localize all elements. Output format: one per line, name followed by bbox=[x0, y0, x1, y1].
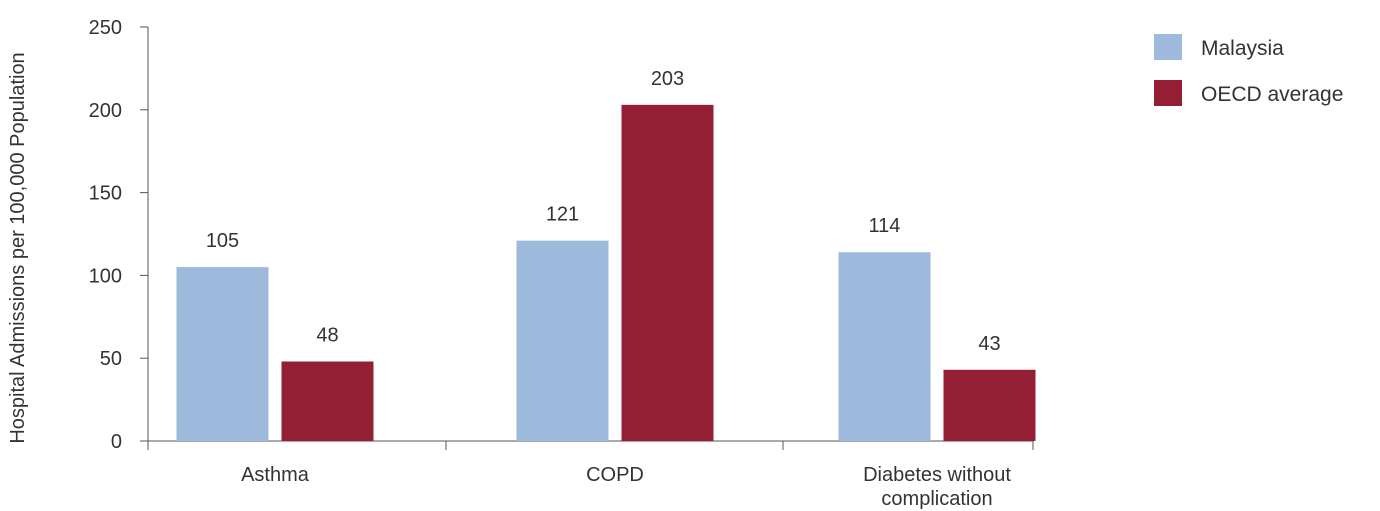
legend-swatch bbox=[1154, 34, 1182, 60]
bar-value-label: 114 bbox=[869, 215, 901, 237]
x-category-label-line: Asthma bbox=[241, 464, 310, 486]
y-tick-label: 0 bbox=[111, 431, 122, 453]
y-tick-label: 100 bbox=[89, 265, 122, 287]
x-category-label-line: complication bbox=[881, 488, 992, 510]
bar-value-label: 105 bbox=[206, 230, 239, 252]
bar-malaysia bbox=[838, 252, 931, 441]
bar-oecd-average bbox=[621, 104, 714, 441]
y-tick-label: 250 bbox=[89, 17, 122, 39]
bar-value-label: 121 bbox=[546, 204, 579, 226]
y-axis-title: Hospital Admissions per 100,000 Populati… bbox=[7, 52, 29, 443]
bar-value-label: 203 bbox=[651, 68, 684, 90]
y-tick-label: 50 bbox=[100, 348, 122, 370]
bar-value-label: 43 bbox=[978, 333, 1000, 355]
legend-swatch bbox=[1154, 80, 1182, 106]
bar-malaysia bbox=[516, 240, 609, 441]
x-category-label: Diabetes without complication bbox=[863, 464, 1011, 510]
bar-value-label: 48 bbox=[316, 325, 338, 347]
bar-malaysia bbox=[176, 267, 269, 441]
y-tick-label: 150 bbox=[89, 183, 122, 205]
legend-label: Malaysia bbox=[1201, 37, 1284, 60]
x-category-label: COPD bbox=[586, 464, 644, 486]
bar-oecd-average bbox=[943, 369, 1036, 441]
x-category-label-line: Diabetes without bbox=[863, 464, 1011, 486]
x-category-label-line: COPD bbox=[586, 464, 644, 486]
bar-oecd-average bbox=[281, 361, 374, 441]
legend-label: OECD average bbox=[1201, 83, 1343, 106]
y-tick-label: 200 bbox=[89, 100, 122, 122]
x-category-label: Asthma bbox=[241, 464, 310, 486]
